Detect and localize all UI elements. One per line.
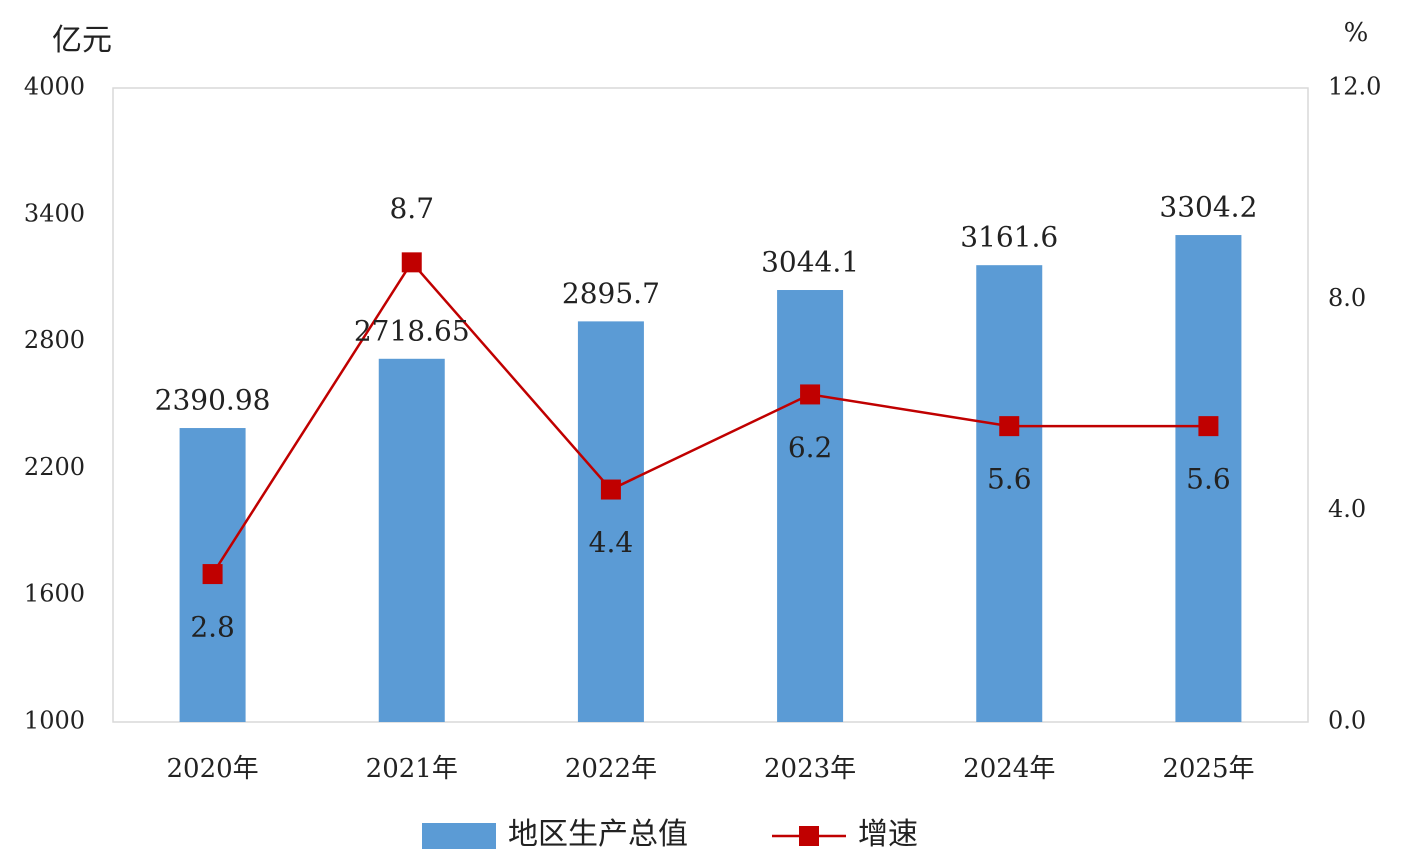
line-marker — [401, 252, 422, 273]
y2-tick-label: 8.0 — [1328, 284, 1366, 312]
bar-value-label: 2390.98 — [155, 384, 271, 417]
y-tick-label: 2200 — [24, 453, 85, 481]
x-tick-label: 2020年 — [166, 754, 258, 784]
line-value-label: 4.4 — [589, 526, 634, 559]
bar-value-label: 3161.6 — [960, 221, 1058, 254]
x-tick-label: 2024年 — [963, 754, 1055, 784]
line-value-label: 5.6 — [987, 463, 1032, 496]
y-tick-label: 1600 — [24, 580, 85, 608]
x-tick-label: 2025年 — [1162, 754, 1254, 784]
y-axis-label: 亿元 — [52, 23, 112, 58]
plot-area — [112, 87, 1309, 723]
line-marker — [1198, 416, 1219, 437]
y2-tick-label: 0.0 — [1328, 707, 1366, 735]
bar — [1175, 235, 1242, 723]
legend-swatch — [799, 826, 819, 846]
line-value-label: 5.6 — [1186, 463, 1231, 496]
y2-axis-label: % — [1344, 18, 1369, 48]
bar — [976, 265, 1043, 722]
bar-value-label: 3304.2 — [1159, 191, 1257, 224]
y-tick-label: 4000 — [24, 73, 85, 101]
line-marker — [800, 384, 821, 405]
bar-value-label: 2895.7 — [562, 277, 660, 310]
line-value-label: 8.7 — [389, 192, 434, 225]
line — [211, 260, 1209, 575]
x-tick-label: 2022年 — [565, 754, 657, 784]
legend-label: 增速 — [858, 817, 918, 852]
line-value-label: 6.2 — [788, 431, 833, 464]
legend-swatch — [422, 823, 496, 849]
y-tick-label: 2800 — [24, 326, 85, 354]
line-marker — [600, 479, 621, 500]
line-marker — [999, 416, 1020, 437]
y2-tick-label: 12.0 — [1328, 73, 1381, 101]
bar — [777, 290, 844, 722]
bar — [378, 358, 445, 722]
bar-value-label: 3044.1 — [761, 246, 859, 279]
legend-label: 地区生产总值 — [508, 817, 688, 852]
x-tick-label: 2021年 — [366, 754, 458, 784]
y-tick-label: 3400 — [24, 199, 85, 227]
bar-value-label: 2718.65 — [354, 314, 470, 347]
y2-tick-label: 4.0 — [1328, 495, 1366, 523]
y-tick-label: 1000 — [24, 707, 85, 735]
line-marker — [202, 564, 223, 585]
bar — [577, 321, 644, 722]
x-tick-label: 2023年 — [764, 754, 856, 784]
line-value-label: 2.8 — [190, 611, 235, 644]
